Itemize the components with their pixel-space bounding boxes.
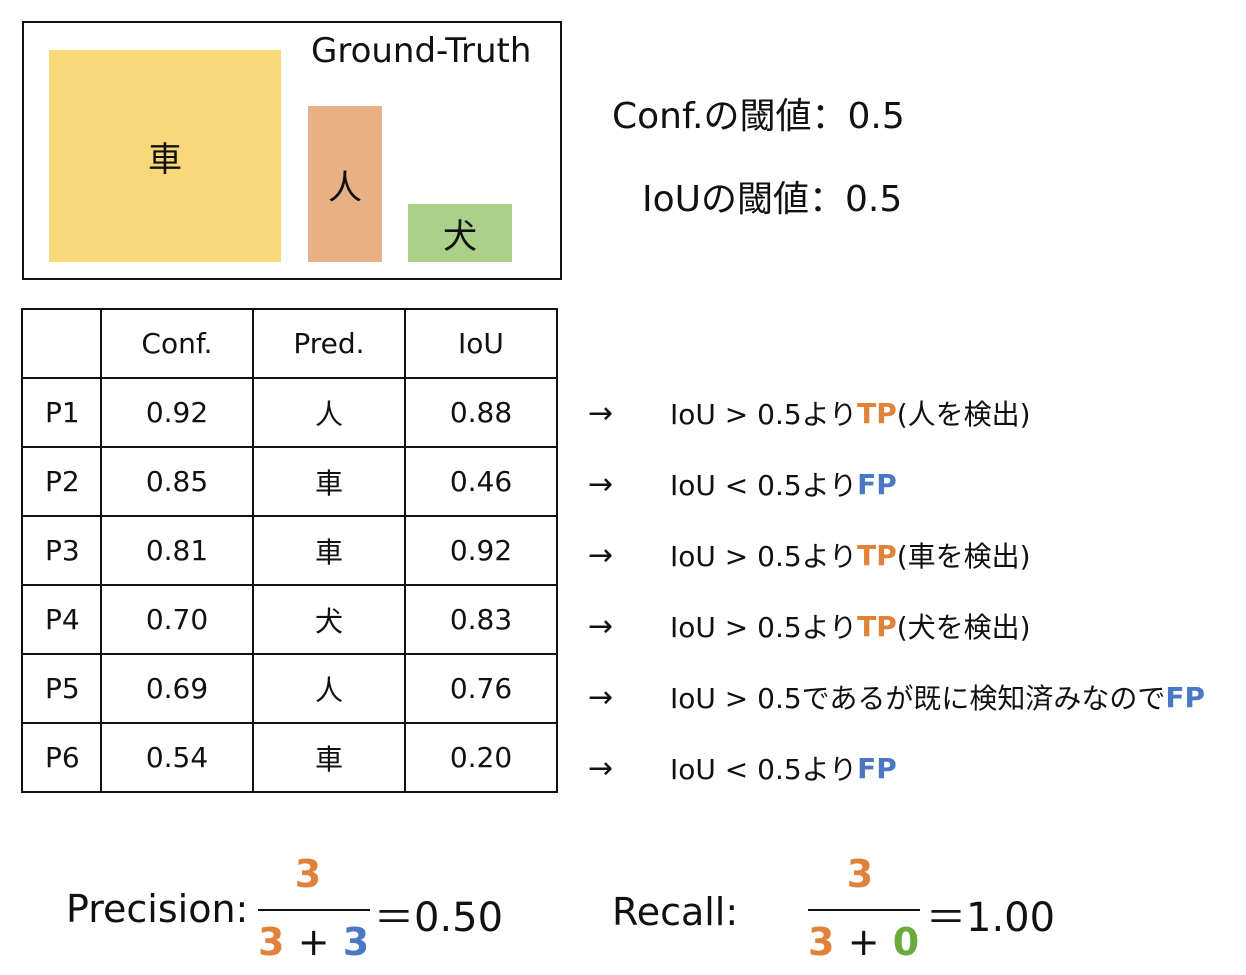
recall-tp: 3 (808, 920, 835, 964)
conclusion-p6: → IoU < 0.5より FP (588, 748, 897, 788)
row-iou: 0.76 (404, 653, 558, 724)
row-conf: 0.54 (100, 722, 254, 793)
row-id: P4 (21, 584, 102, 655)
table-row: P2 0.85 車 0.46 (21, 446, 558, 517)
row-iou: 0.46 (404, 446, 558, 517)
row-pred: 車 (252, 722, 406, 793)
conclusion-p2: → IoU < 0.5より FP (588, 464, 897, 504)
result-tp: TP (857, 396, 897, 430)
conclusion-p1: → IoU > 0.5より TP (人を検出) (588, 393, 1031, 433)
prediction-table: Conf. Pred. IoU P1 0.92 人 0.88 P2 0.85 車… (21, 308, 558, 793)
table-row: P4 0.70 犬 0.83 (21, 584, 558, 655)
row-iou: 0.92 (404, 515, 558, 586)
table-row: P5 0.69 人 0.76 (21, 653, 558, 724)
precision-denominator: 3 + 3 (258, 920, 369, 964)
precision-fraction-bar (258, 909, 370, 911)
arrow-icon: → (588, 750, 614, 786)
row-conf: 0.81 (100, 515, 254, 586)
ground-truth-panel: Ground-Truth 車 人 犬 (22, 21, 562, 280)
precision-numerator: 3 (294, 852, 322, 896)
iou-threshold: IoUの閾値：0.5 (642, 179, 903, 220)
row-pred: 車 (252, 515, 406, 586)
conclusion-p4: → IoU > 0.5より TP (犬を検出) (588, 606, 1031, 646)
row-iou: 0.20 (404, 722, 558, 793)
recall-fn: 0 (892, 920, 920, 964)
arrow-icon: → (588, 395, 614, 431)
row-iou: 0.83 (404, 584, 558, 655)
table-row: P6 0.54 車 0.20 (21, 722, 558, 793)
result-fp: FP (857, 467, 897, 501)
conclusion-note: (犬を検出) (896, 611, 1031, 644)
recall-denominator: 3 + 0 (808, 920, 919, 964)
precision-fp: 3 (342, 920, 370, 964)
header-iou: IoU (404, 308, 558, 379)
row-conf: 0.92 (100, 377, 254, 448)
row-id: P6 (21, 722, 102, 793)
recall-result: ＝1.00 (926, 895, 1056, 941)
table-row: P1 0.92 人 0.88 (21, 377, 558, 448)
header-conf: Conf. (100, 308, 254, 379)
arrow-icon: → (588, 679, 614, 715)
recall-numerator: 3 (846, 852, 874, 896)
conclusion-text: IoU > 0.5であるが既に検知済みなので (670, 682, 1166, 715)
row-id: P5 (21, 653, 102, 724)
row-pred: 犬 (252, 584, 406, 655)
conclusion-text: IoU > 0.5より (670, 398, 858, 431)
row-conf: 0.69 (100, 653, 254, 724)
result-tp: TP (857, 538, 897, 572)
conclusion-note: (人を検出) (896, 398, 1031, 431)
recall-label: Recall: (612, 890, 739, 934)
row-conf: 0.70 (100, 584, 254, 655)
conclusion-p5: → IoU > 0.5であるが既に検知済みなので FP (588, 677, 1205, 717)
gt-car-box: 車 (49, 50, 281, 262)
conclusion-text: IoU > 0.5より (670, 540, 858, 573)
table-header-row: Conf. Pred. IoU (21, 308, 558, 379)
gt-dog-label: 犬 (443, 216, 477, 257)
row-id: P2 (21, 446, 102, 517)
table-row: P3 0.81 車 0.92 (21, 515, 558, 586)
precision-tp: 3 (258, 920, 285, 964)
gt-person-box: 人 (308, 106, 382, 262)
arrow-icon: → (588, 466, 614, 502)
row-pred: 人 (252, 653, 406, 724)
conclusion-text: IoU < 0.5より (670, 469, 858, 502)
gt-person-label: 人 (328, 167, 362, 208)
precision-result: ＝0.50 (374, 895, 504, 941)
row-pred: 車 (252, 446, 406, 517)
row-conf: 0.85 (100, 446, 254, 517)
conf-threshold: Conf.の閾値：0.5 (612, 96, 905, 137)
header-pred: Pred. (252, 308, 406, 379)
recall-fraction-bar (808, 909, 920, 911)
conclusion-note: (車を検出) (896, 540, 1031, 573)
row-iou: 0.88 (404, 377, 558, 448)
arrow-icon: → (588, 537, 614, 573)
header-id (21, 308, 102, 379)
precision-plus: + (297, 920, 330, 964)
row-id: P1 (21, 377, 102, 448)
gt-car-label: 車 (148, 139, 182, 180)
ground-truth-title: Ground-Truth (311, 31, 532, 71)
gt-dog-box: 犬 (408, 204, 512, 262)
result-tp: TP (857, 609, 897, 643)
recall-plus: + (847, 920, 880, 964)
conclusion-text: IoU < 0.5より (670, 753, 858, 786)
row-pred: 人 (252, 377, 406, 448)
precision-label: Precision: (66, 887, 249, 931)
conclusion-p3: → IoU > 0.5より TP (車を検出) (588, 535, 1031, 575)
row-id: P3 (21, 515, 102, 586)
arrow-icon: → (588, 608, 614, 644)
result-fp: FP (1165, 680, 1206, 714)
conclusion-text: IoU > 0.5より (670, 611, 858, 644)
result-fp: FP (857, 751, 897, 785)
